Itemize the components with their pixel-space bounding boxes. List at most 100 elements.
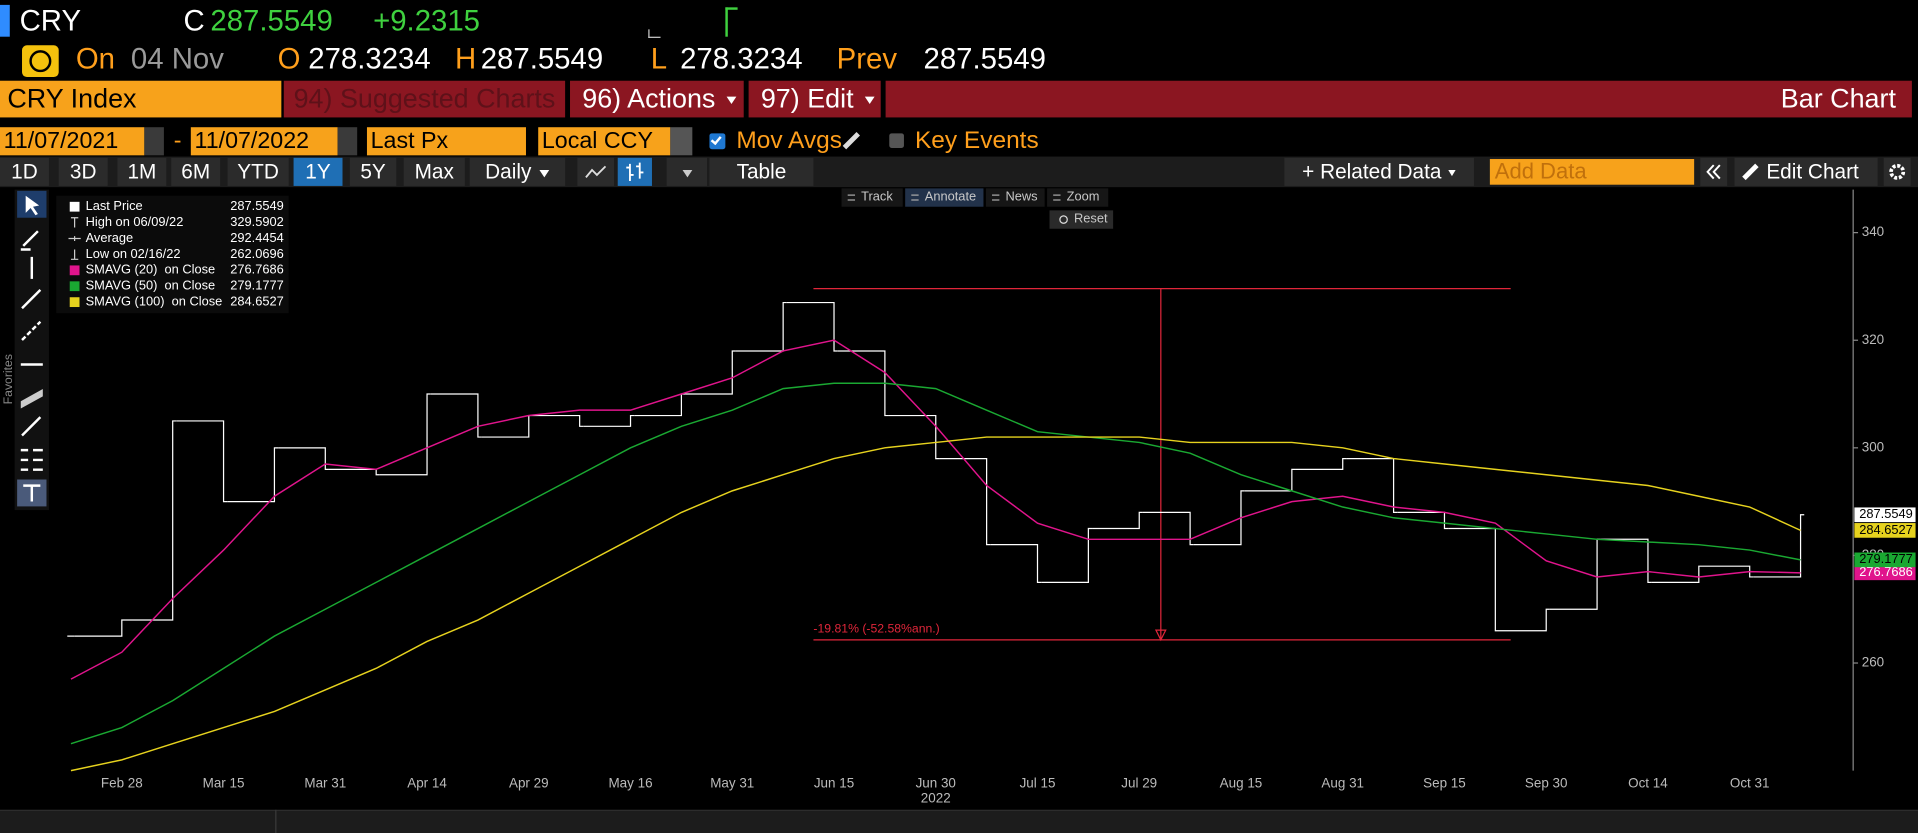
ticker: CRY xyxy=(19,4,82,38)
x-tick-label: Mar 31 xyxy=(304,776,346,791)
field-selector[interactable]: Last Px xyxy=(366,127,526,156)
drawing-toolbar xyxy=(14,189,49,511)
close-label: C xyxy=(183,4,205,38)
legend xyxy=(56,195,289,314)
calendar-button[interactable] xyxy=(337,127,358,156)
reset-label: Reset xyxy=(1073,211,1108,227)
currency-selector[interactable]: Local CCY xyxy=(538,127,671,156)
collapse-button[interactable] xyxy=(1700,157,1728,186)
key-events-checkbox[interactable] xyxy=(889,133,904,149)
start-date-field[interactable]: 11/07/2021 xyxy=(0,127,145,156)
fibonacci-tool[interactable] xyxy=(21,416,42,437)
settings-button[interactable] xyxy=(1883,157,1911,186)
quote-date: 04 Nov xyxy=(130,42,224,76)
bar-chart-button[interactable] xyxy=(617,157,652,186)
chart-tool[interactable]: Zoom xyxy=(1047,188,1109,207)
range-tab[interactable]: YTD xyxy=(227,157,289,186)
pencil-tool[interactable] xyxy=(20,230,39,251)
last-value-tag xyxy=(1854,507,1916,523)
suggested-charts-button[interactable]: 94) Suggested Charts xyxy=(283,80,566,118)
range-tab[interactable]: 1Y xyxy=(293,157,343,186)
x-tick-label: Sep 15 xyxy=(1423,776,1466,791)
price-bar xyxy=(1295,457,1347,470)
range-tab[interactable]: 6M xyxy=(171,157,221,186)
y-tick-label: 300 xyxy=(1862,439,1884,454)
price-bar xyxy=(786,301,838,352)
moving-average-line xyxy=(70,436,1801,772)
chart-tool[interactable]: News xyxy=(985,188,1045,207)
related-data-button[interactable]: + Related Data xyxy=(1284,157,1474,186)
price-bar xyxy=(125,420,177,621)
legend-value: 279.1777 xyxy=(230,278,284,293)
security-field[interactable]: CRY Index xyxy=(0,80,282,118)
x-tick-label: Sep 30 xyxy=(1525,776,1568,791)
range-tab[interactable]: 1M xyxy=(117,157,167,186)
favorites-label[interactable]: Favorites xyxy=(1,354,15,404)
last-value-label: 284.6527 xyxy=(1859,522,1913,537)
price-bar xyxy=(1651,565,1703,583)
y-tick-label: 260 xyxy=(1862,655,1884,670)
high-value: 287.5549 xyxy=(480,42,604,76)
chart-tool-label: Track xyxy=(861,189,893,205)
x-tick-label: Oct 31 xyxy=(1730,776,1770,791)
alert-icon[interactable] xyxy=(22,45,59,78)
prev-value: 287.5549 xyxy=(923,42,1046,76)
range-tab[interactable]: 5Y xyxy=(349,157,397,186)
actions-menu[interactable]: 96) Actions xyxy=(570,80,744,118)
x-tick-label: Apr 14 xyxy=(407,776,447,791)
price-bar xyxy=(735,301,787,352)
price-bar xyxy=(1549,538,1601,610)
reset-button[interactable]: Reset xyxy=(1049,210,1114,229)
edit-chart-button[interactable]: Edit Chart xyxy=(1734,157,1878,186)
line-chart-button[interactable] xyxy=(577,157,615,186)
legend-value: 287.5549 xyxy=(230,198,284,213)
moving-average-line xyxy=(70,339,1801,680)
last-value-label: 276.7686 xyxy=(1859,564,1913,579)
legend-label: SMAVG (20) on Close xyxy=(86,262,216,277)
open-label: O xyxy=(277,42,301,76)
chart-tool[interactable]: Annotate xyxy=(905,188,984,207)
legend-label: High on 06/09/22 xyxy=(86,214,184,229)
frequency-selector[interactable]: Daily xyxy=(469,157,566,186)
currency-dropdown[interactable] xyxy=(670,127,693,156)
range-tab[interactable]: 1D xyxy=(0,157,49,186)
channel-tool[interactable] xyxy=(20,388,43,409)
focus-marker xyxy=(0,4,10,37)
edit-menu[interactable]: 97) Edit xyxy=(748,80,881,118)
status-divider xyxy=(275,809,277,833)
price-bar xyxy=(1600,538,1652,583)
legend-marker xyxy=(69,265,80,276)
mov-avgs-label[interactable]: Mov Avgs xyxy=(736,127,842,155)
on-label: On xyxy=(75,42,116,76)
range-tab[interactable]: 3D xyxy=(58,157,108,186)
price-bar xyxy=(990,544,1042,583)
range-tab[interactable]: Max xyxy=(403,157,465,186)
end-date-field[interactable]: 11/07/2022 xyxy=(190,127,338,156)
chart-tool-label: Annotate xyxy=(924,189,977,205)
chart-type-dropdown[interactable] xyxy=(666,157,708,186)
status-bar xyxy=(0,809,1918,833)
table-button[interactable]: Table xyxy=(709,157,814,186)
calendar-button[interactable] xyxy=(144,127,164,156)
price-bar xyxy=(1397,511,1449,530)
mov-avgs-checkbox[interactable] xyxy=(709,133,726,150)
low-value: 278.3234 xyxy=(680,42,803,76)
price-bar xyxy=(634,393,686,417)
open-value: 278.3234 xyxy=(308,42,431,76)
edit-mov-avgs-icon[interactable] xyxy=(842,132,861,150)
price-bar xyxy=(1142,511,1194,546)
legend-label: SMAVG (100) on Close xyxy=(86,294,223,309)
edit-label: 97) Edit xyxy=(760,83,854,114)
trend-line-tool[interactable] xyxy=(21,289,42,310)
chart-tool[interactable]: Track xyxy=(841,188,903,207)
ray-tool[interactable] xyxy=(21,320,42,341)
add-data-input[interactable]: Add Data xyxy=(1489,159,1695,185)
price-bar xyxy=(227,447,279,503)
prev-label: Prev xyxy=(836,42,898,76)
levels-tool[interactable] xyxy=(20,448,43,471)
last-value-tag xyxy=(1854,523,1916,538)
price-bar xyxy=(1448,527,1500,632)
x-tick-label: May 31 xyxy=(710,776,754,791)
